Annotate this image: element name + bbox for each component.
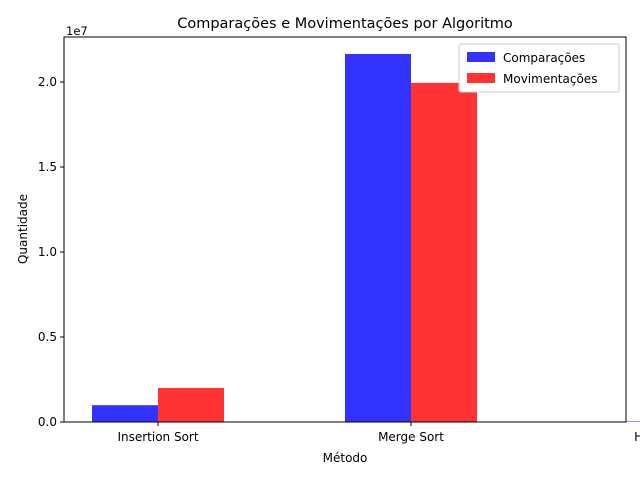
y-tick-label: 1.0: [38, 245, 57, 259]
chart-title: Comparações e Movimentações por Algoritm…: [177, 16, 513, 32]
legend-swatch: [467, 52, 495, 62]
y-axis-label: Quantidade: [16, 194, 30, 264]
bar-insertion-sort-series-2: [158, 388, 224, 422]
x-tick-label: Insertion Sort: [117, 430, 198, 444]
bar-merge-sort-series-1: [345, 53, 411, 422]
y-tick-label: 2.0: [38, 75, 57, 89]
y-tick-label: 1.5: [38, 160, 57, 174]
y-axis-scale-label: 1e7: [66, 24, 88, 38]
x-axis-ticks: Insertion Sort Merge Sort Heap Sort: [117, 422, 640, 444]
x-tick-label: Merge Sort: [378, 430, 444, 444]
x-tick-label: Heap Sort: [634, 430, 640, 444]
legend-label: Comparações: [503, 51, 585, 65]
bar-insertion-sort-series-1: [92, 405, 158, 422]
legend-label: Movimentações: [503, 72, 597, 86]
bar-merge-sort-series-2: [411, 82, 477, 422]
y-axis-ticks: 0.0 0.5 1.0 1.5 2.0: [38, 75, 64, 429]
legend: Comparações Movimentações: [458, 43, 620, 93]
y-tick-label: 0.0: [38, 415, 57, 429]
bars-group: [92, 53, 640, 422]
x-axis-label: Método: [323, 451, 368, 465]
legend-swatch: [467, 73, 495, 83]
legend-frame: [458, 43, 620, 93]
y-tick-label: 0.5: [38, 330, 57, 344]
axes-frame: [63, 36, 627, 423]
